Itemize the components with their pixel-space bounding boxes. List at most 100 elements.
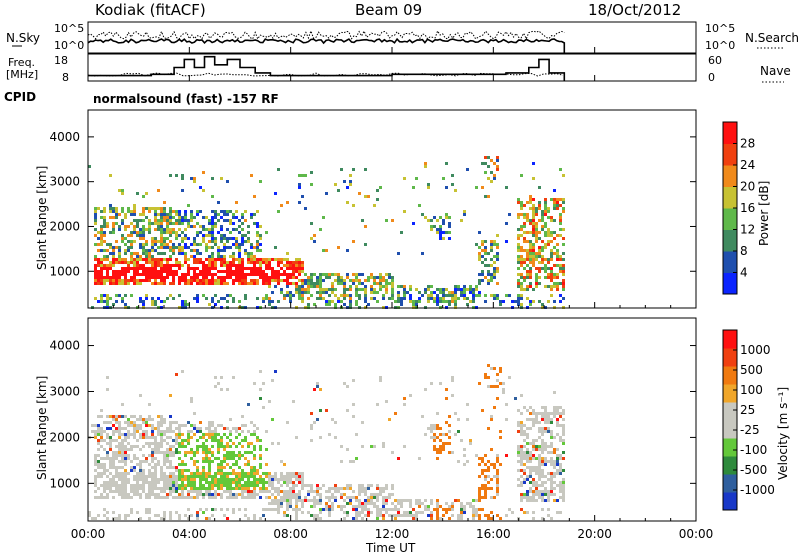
velocity-cell [271,481,274,484]
velocity-cell [106,493,109,496]
velocity-cell [532,517,535,520]
velocity-cell [205,448,208,451]
power-cell [484,162,487,165]
velocity-cell [259,496,262,499]
velocity-cell [355,496,358,499]
power-cell [424,162,427,165]
velocity-cell [559,436,562,439]
power-cell [271,279,274,282]
velocity-cell [163,487,166,490]
power-cell [379,186,382,189]
power-cell [259,237,262,240]
power-cell [484,252,487,255]
power-cell [214,240,217,243]
power-cell [346,288,349,291]
power-cell [151,258,154,261]
power-cell [142,267,145,270]
velocity-cell [154,481,157,484]
velocity-cell [181,463,184,466]
velocity-cell [241,493,244,496]
power-cell [169,231,172,234]
velocity-cell [199,487,202,490]
power-cell [211,219,214,222]
power-cell [523,216,526,219]
velocity-cell [226,427,229,430]
velocity-cell [145,460,148,463]
power-cell [178,294,181,297]
velocity-ytick-label: 1000 [49,476,80,490]
velocity-cell [364,493,367,496]
power-cell [151,255,154,258]
power-cell [211,282,214,285]
power-cell [127,267,130,270]
velocity-cell [274,487,277,490]
power-cell [106,300,109,303]
velocity-cell [544,481,547,484]
velocity-cell [517,451,520,454]
power-cell [184,282,187,285]
velocity-cell [544,430,547,433]
velocity-cell [118,436,121,439]
power-cell [241,261,244,264]
velocity-cell [118,487,121,490]
velocity-cell [130,415,133,418]
power-cell [211,195,214,198]
velocity-cell [349,460,352,463]
power-cell [331,273,334,276]
power-cell [145,273,148,276]
velocity-cell [448,442,451,445]
velocity-cell [310,427,313,430]
velocity-cell [397,457,400,460]
power-cell [409,288,412,291]
power-cell [232,273,235,276]
velocity-cell [103,490,106,493]
velocity-cell [289,475,292,478]
power-cell [547,258,550,261]
power-cell [505,186,508,189]
velocity-cell [127,457,130,460]
velocity-cell [457,499,460,502]
velocity-cell [445,502,448,505]
power-cell [463,291,466,294]
power-cell [250,270,253,273]
power-cell [517,249,520,252]
velocity-cell [184,487,187,490]
velocity-cell [121,493,124,496]
velocity-cell [370,496,373,499]
velocity-cell [136,490,139,493]
power-cell [265,279,268,282]
power-cell [262,270,265,273]
velocity-cell [232,478,235,481]
power-cell [382,297,385,300]
velocity-cell [397,514,400,517]
power-cell [235,264,238,267]
velocity-cell [358,505,361,508]
velocity-cell [298,499,301,502]
power-cell [166,297,169,300]
velocity-cell [307,511,310,514]
velocity-cell [199,445,202,448]
velocity-cell [379,511,382,514]
power-cell [523,276,526,279]
power-cell [193,240,196,243]
velocity-cell [160,517,163,520]
power-cell [484,300,487,303]
power-cell [235,267,238,270]
power-cell [136,234,139,237]
power-cell [490,264,493,267]
velocity-cell [106,487,109,490]
power-cell [199,225,202,228]
power-cell [286,273,289,276]
power-cell [229,267,232,270]
velocity-cell [277,511,280,514]
power-cell [121,297,124,300]
power-cell [130,252,133,255]
power-cell [373,279,376,282]
velocity-cell [445,433,448,436]
power-cell [244,294,247,297]
velocity-cell [376,499,379,502]
power-cell [154,219,157,222]
power-cell [166,273,169,276]
velocity-cell [169,460,172,463]
velocity-cell [208,496,211,499]
